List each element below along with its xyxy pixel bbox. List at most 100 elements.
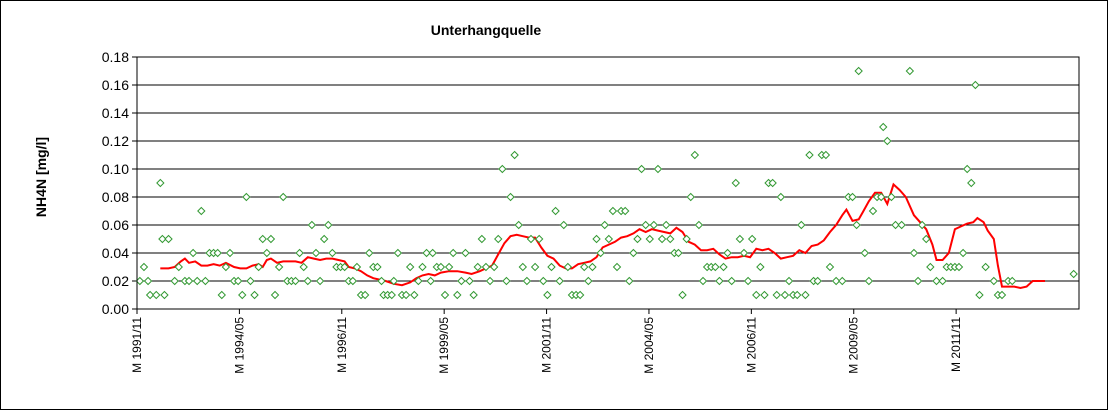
data-point	[266, 234, 276, 244]
data-point	[852, 220, 861, 230]
data-point	[715, 276, 724, 286]
data-point	[891, 220, 900, 230]
y-tick-label: 0.08	[102, 189, 129, 205]
data-point	[262, 248, 272, 258]
data-point	[838, 276, 847, 286]
data-point	[393, 248, 403, 258]
data-point	[592, 234, 601, 244]
data-point	[661, 220, 671, 230]
data-point	[954, 262, 964, 272]
data-point	[686, 192, 695, 202]
data-point	[776, 192, 786, 202]
data-point	[922, 234, 931, 244]
data-point	[469, 290, 478, 300]
data-point	[213, 248, 222, 258]
data-point	[682, 234, 691, 244]
y-tick-label: 0.12	[102, 133, 129, 149]
y-tick-label: 0.18	[102, 49, 129, 65]
data-point	[747, 234, 757, 244]
data-point	[657, 234, 667, 244]
data-point	[444, 262, 454, 272]
data-point	[559, 220, 568, 230]
data-point	[633, 234, 642, 244]
data-point	[629, 248, 638, 258]
data-point	[821, 150, 831, 160]
data-point	[780, 290, 790, 300]
data-point	[465, 276, 474, 286]
data-point	[694, 220, 704, 230]
data-point	[254, 262, 263, 272]
data-point	[233, 276, 243, 286]
data-point	[612, 262, 622, 272]
data-point	[975, 290, 984, 300]
data-point	[192, 276, 202, 286]
data-point	[461, 248, 470, 258]
data-point	[620, 206, 630, 216]
data-point	[250, 290, 259, 300]
y-axis-label: NH4N [mg/l]	[33, 137, 49, 217]
data-point	[448, 248, 458, 258]
data-point	[831, 276, 841, 286]
data-point	[506, 192, 515, 202]
data-point	[805, 150, 814, 160]
data-point	[405, 262, 415, 272]
data-point	[600, 220, 609, 230]
data-point	[534, 234, 544, 244]
data-point	[997, 290, 1007, 300]
data-point	[489, 262, 499, 272]
data-point	[377, 276, 386, 286]
data-point	[649, 220, 659, 230]
data-point	[989, 276, 999, 286]
x-tick-label: M 2006/11	[744, 317, 758, 373]
x-tick-label: M 2001/11	[540, 317, 554, 373]
data-point	[145, 290, 155, 300]
data-point	[879, 122, 888, 132]
data-point	[797, 220, 806, 230]
data-point	[414, 276, 423, 286]
data-point	[307, 220, 317, 230]
data-point	[645, 234, 654, 244]
data-point	[315, 276, 325, 286]
data-point	[723, 248, 732, 258]
data-point	[752, 290, 761, 300]
data-point	[428, 248, 437, 258]
x-tick-label: M 1999/05	[437, 317, 451, 374]
data-point	[365, 248, 374, 258]
trend-line-layer	[160, 182, 1045, 290]
data-point	[760, 290, 769, 300]
data-point	[864, 276, 874, 286]
data-point	[905, 66, 915, 76]
data-point	[246, 276, 255, 286]
data-point	[698, 276, 708, 286]
data-point	[401, 290, 411, 300]
data-point	[184, 276, 194, 286]
data-point	[360, 290, 370, 300]
data-point	[481, 262, 491, 272]
data-point	[860, 248, 870, 258]
data-point	[641, 220, 650, 230]
y-tick-label: 0.06	[102, 217, 129, 233]
x-axis-ticks: M 1991/11 M 1994/05 M 1996/11 M 1999/05 M 20…	[130, 309, 963, 374]
data-point	[981, 262, 990, 272]
data-point	[584, 276, 593, 286]
data-point	[174, 262, 183, 272]
data-point	[201, 276, 210, 286]
data-point	[743, 276, 753, 286]
data-point	[303, 276, 312, 286]
data-point	[1069, 269, 1078, 279]
data-point	[238, 290, 247, 300]
data-point	[825, 262, 835, 272]
data-point	[1008, 276, 1017, 286]
data-point	[328, 248, 337, 258]
data-point	[883, 136, 892, 146]
data-point	[917, 220, 927, 230]
data-point	[274, 262, 284, 272]
data-point	[518, 262, 528, 272]
data-point	[422, 248, 431, 258]
data-point	[270, 290, 280, 300]
data-point	[801, 290, 810, 300]
data-point	[221, 262, 231, 272]
data-point	[909, 248, 919, 258]
data-point	[389, 276, 399, 286]
